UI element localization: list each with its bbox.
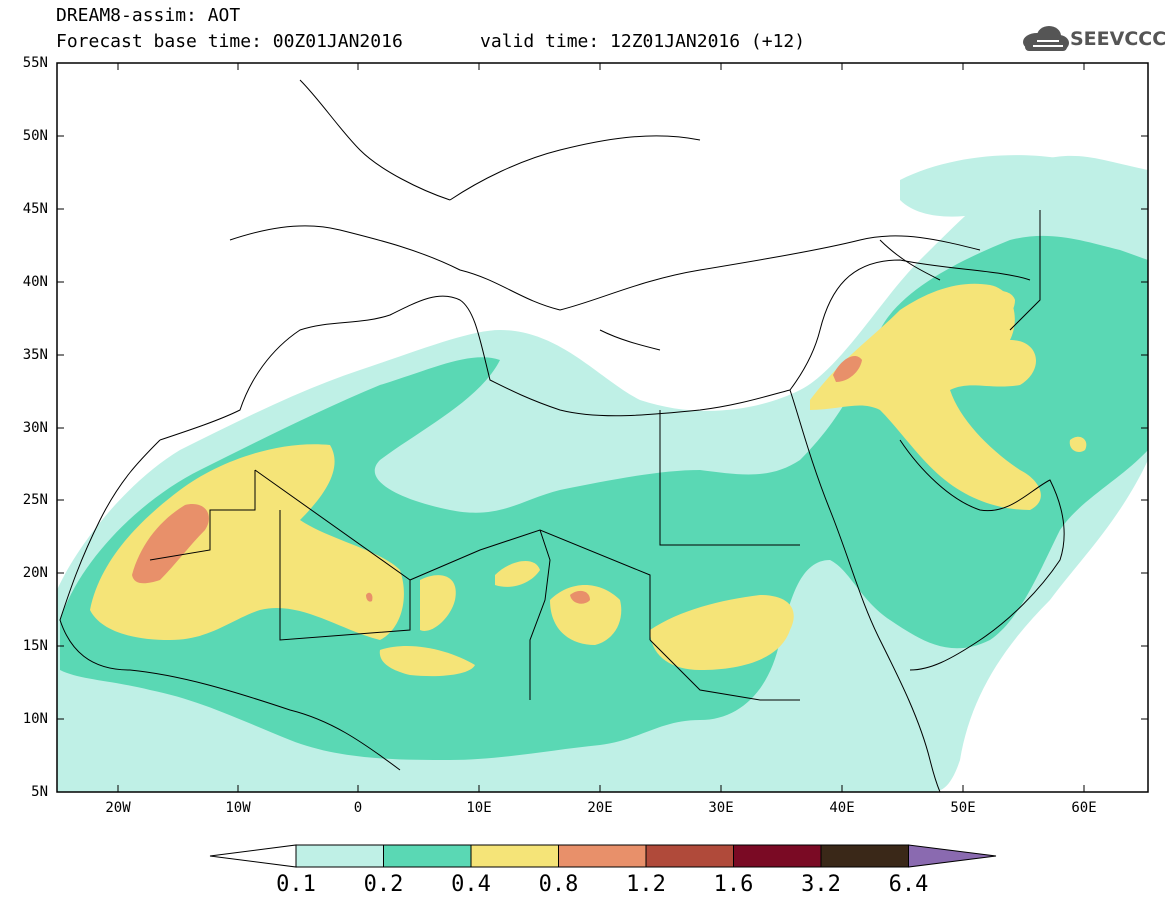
colorbar [209,844,997,868]
lat-label: 30N [22,420,48,436]
lat-label: 45N [22,201,48,217]
colorbar-label: 0.8 [538,872,579,897]
colorbar-label: 0.4 [451,872,491,897]
forecast-base-time: Forecast base time: 00Z01JAN2016 [56,31,403,52]
colorbar-bin [558,844,647,868]
valid-time: valid time: 12Z01JAN2016 (+12) [480,31,806,52]
lat-label: 25N [22,492,48,508]
lon-label: 10W [225,800,251,816]
colorbar-bin [295,844,384,868]
colorbar-bin [470,844,559,868]
aot-field [57,155,1148,792]
lon-label: 60E [1071,800,1097,816]
colorbar-label: 6.4 [888,872,929,897]
lat-label: 50N [22,128,48,144]
lon-label: 20E [587,800,613,816]
coastlines [59,79,1065,792]
lat-label: 15N [22,638,48,654]
lon-label: 30E [708,800,734,816]
logo-text: SEEVCCC [1070,28,1165,50]
colorbar-bin [820,844,909,868]
colorbar-label: 0.1 [276,872,316,897]
lat-label: 35N [22,347,48,363]
axis-ticks [57,62,1148,792]
lon-label: 10E [466,800,492,816]
colorbar-label: 1.6 [713,872,754,897]
colorbar-bin [733,844,822,868]
lon-label: 0 [353,800,363,816]
lat-label: 20N [22,565,48,581]
lon-label: 40E [829,800,855,816]
lon-label: 20W [105,800,131,816]
colorbar-low-arrow [209,844,297,868]
lat-label: 40N [22,274,48,290]
map-title: DREAM8-assim: AOT [56,5,241,26]
colorbar-label: 0.2 [363,872,404,897]
colorbar-high-arrow [908,844,997,868]
colorbar-label: 3.2 [801,872,841,897]
colorbar-label: 1.2 [626,872,666,897]
lat-label: 10N [22,711,48,727]
cloud-logo-icon [1023,26,1069,51]
lat-label: 5N [31,784,48,800]
lon-label: 50E [950,800,976,816]
colorbar-bin [645,844,734,868]
colorbar-bin [383,844,472,868]
lat-label: 55N [22,55,48,71]
